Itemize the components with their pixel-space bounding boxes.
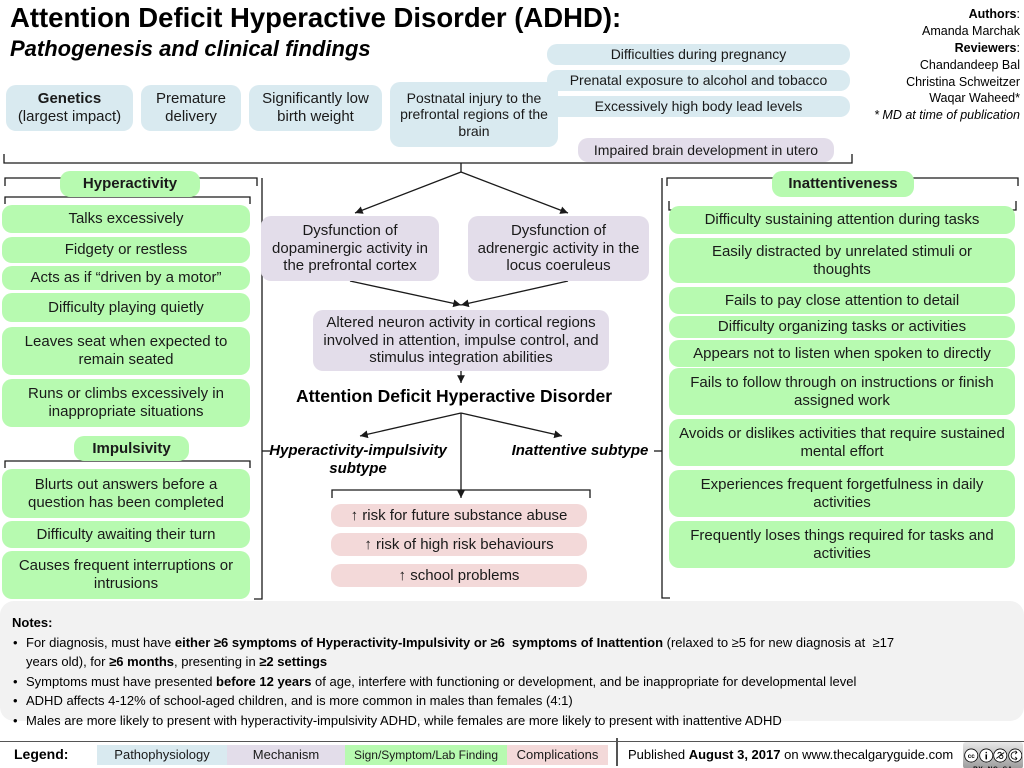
svg-text:cc: cc (968, 753, 976, 760)
